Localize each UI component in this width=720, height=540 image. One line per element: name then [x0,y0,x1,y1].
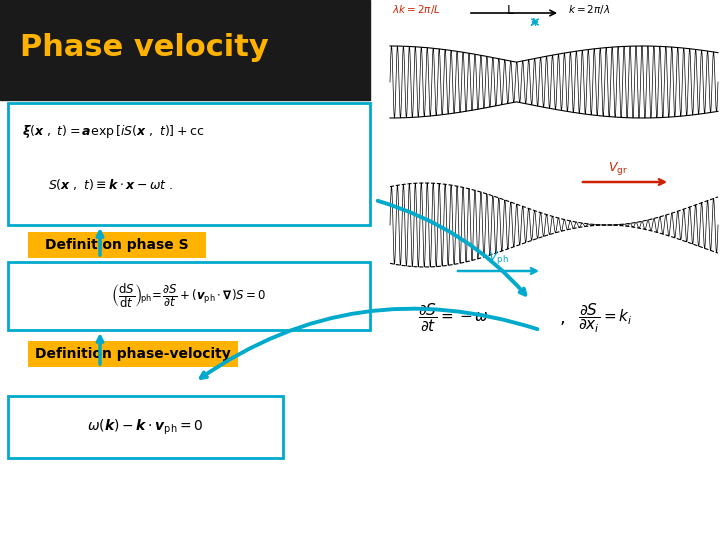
Text: L: L [506,4,513,17]
FancyBboxPatch shape [8,396,283,458]
Text: $\lambda k{=}2\pi/L$: $\lambda k{=}2\pi/L$ [392,3,441,16]
Text: $,$: $,$ [559,309,565,327]
Text: $\dfrac{\partial S}{\partial x_i} = k_i$: $\dfrac{\partial S}{\partial x_i} = k_i$ [578,301,633,335]
Text: $\dfrac{\partial S}{\partial t} = -\omega$: $\dfrac{\partial S}{\partial t} = -\omeg… [418,302,489,334]
Polygon shape [0,0,370,100]
FancyBboxPatch shape [8,262,370,330]
Text: $\left(\dfrac{\mathrm{d}S}{\mathrm{d}t}\right)_{\!\mathrm{ph}} \!=\! \dfrac{\par: $\left(\dfrac{\mathrm{d}S}{\mathrm{d}t}\… [112,282,266,310]
Text: Definition phase-velocity: Definition phase-velocity [35,347,231,361]
Text: Definition phase S: Definition phase S [45,238,189,252]
Text: $V_{\mathrm{gr}}$: $V_{\mathrm{gr}}$ [608,160,628,177]
Text: $k{=}2\pi/\lambda$: $k{=}2\pi/\lambda$ [568,3,610,16]
FancyBboxPatch shape [28,341,238,367]
Text: $\omega(\boldsymbol{k}) - \boldsymbol{k}\cdot\boldsymbol{v}_{\mathrm{ph}} = 0$: $\omega(\boldsymbol{k}) - \boldsymbol{k}… [87,417,204,437]
FancyBboxPatch shape [8,103,370,225]
Text: $\boldsymbol{\xi}(\boldsymbol{x}\ ,\ t) = \boldsymbol{a}\exp\left[iS(\boldsymbol: $\boldsymbol{\xi}(\boldsymbol{x}\ ,\ t) … [22,123,204,139]
Text: $V_{\mathrm{ph}}$: $V_{\mathrm{ph}}$ [487,249,508,266]
Text: $\lambda$: $\lambda$ [530,16,538,28]
Text: $S(\boldsymbol{x}\ ,\ t) \equiv \boldsymbol{k}\cdot\boldsymbol{x} - \omega t\ .$: $S(\boldsymbol{x}\ ,\ t) \equiv \boldsym… [48,178,173,192]
FancyBboxPatch shape [28,232,206,258]
Text: Phase velocity: Phase velocity [20,33,269,63]
